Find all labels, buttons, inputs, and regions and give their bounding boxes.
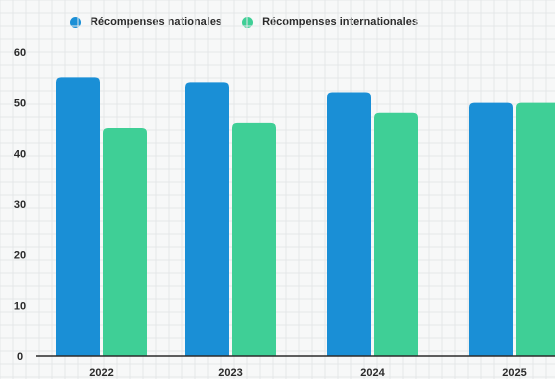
x-tick-label: 2025 (502, 367, 526, 379)
bar-international-2022 (103, 128, 147, 356)
bar-national-2025 (469, 102, 513, 357)
bar-national-2024 (327, 92, 371, 357)
y-tick-label: 40 (14, 148, 26, 160)
bar-international-2024 (374, 112, 418, 356)
y-tick-label: 10 (14, 300, 26, 312)
y-tick-label: 20 (14, 250, 26, 262)
bar-national-2022 (56, 77, 100, 356)
y-tick-label: 60 (14, 47, 26, 59)
x-tick-label: 2022 (89, 367, 113, 379)
x-tick-label: 2023 (218, 367, 242, 379)
bar-international-2025 (516, 102, 555, 356)
legend-swatch-international (242, 16, 254, 28)
bar-international-2023 (232, 122, 276, 356)
y-tick-label: 0 (17, 351, 23, 363)
x-tick-label: 2024 (360, 367, 385, 379)
y-tick-label: 50 (14, 98, 26, 110)
legend-label-international: Récompenses internationales (262, 16, 418, 28)
legend-swatch-national (70, 16, 81, 28)
bars (56, 77, 555, 357)
bar-national-2023 (185, 82, 229, 357)
legend-item-international: Récompenses internationales (242, 16, 418, 28)
y-tick-label: 30 (14, 199, 26, 211)
